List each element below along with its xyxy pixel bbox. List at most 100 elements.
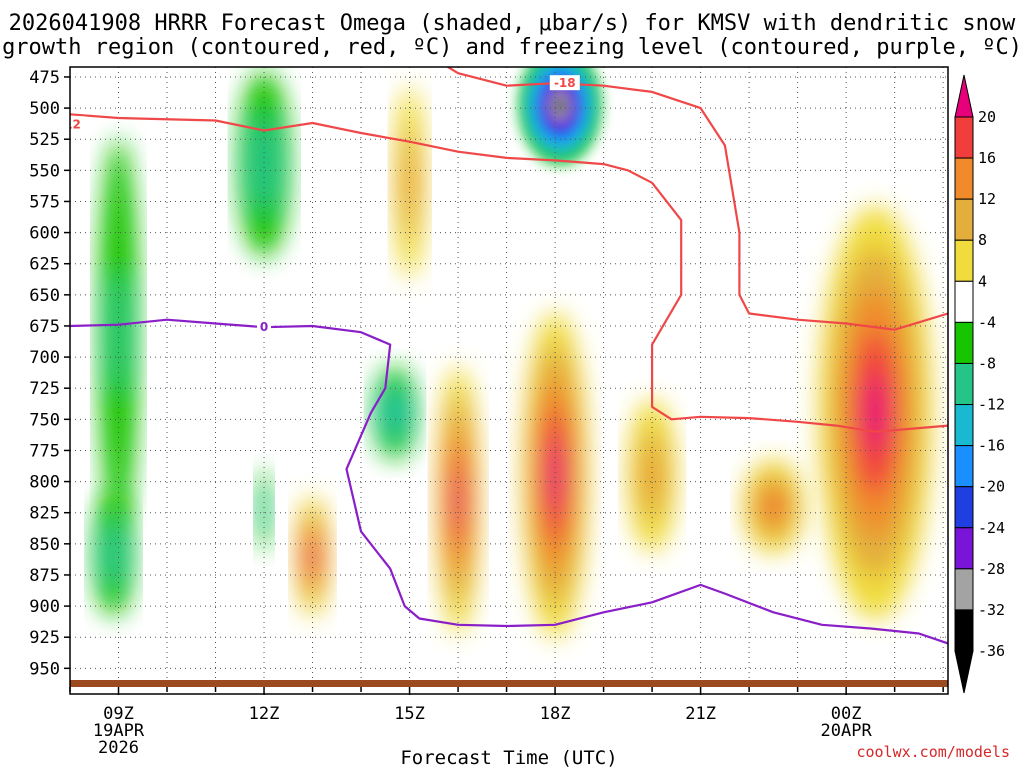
chart-title-line1: 2026041908 HRRR Forecast Omega (shaded, … xyxy=(9,11,1016,36)
y-tick-label-575: 575 xyxy=(29,192,60,212)
y-tick-label-500: 500 xyxy=(29,99,60,119)
y-tick-label-700: 700 xyxy=(29,348,60,368)
terrain-strip xyxy=(70,680,948,687)
omega-core-9 xyxy=(518,67,602,166)
colorbar-box-9 xyxy=(954,486,974,529)
colorbar-box-1 xyxy=(954,157,974,200)
contour-label-2: 0 xyxy=(260,320,268,334)
omega-level-sink-8 xyxy=(251,117,277,211)
colorbar-box-2 xyxy=(954,198,974,241)
colorbar-label-1: 16 xyxy=(978,149,996,167)
colorbar-box-5 xyxy=(954,321,974,364)
x-tick-label-21Z: 21Z xyxy=(685,704,716,724)
omega-level-sink-12 xyxy=(390,403,400,423)
x-tick-label-09Z: 09Z xyxy=(103,704,134,724)
omega-level-lift-12 xyxy=(647,459,658,491)
contour-1 xyxy=(445,67,948,331)
x-tick-label-15Z: 15Z xyxy=(394,704,425,724)
plot-area: -12 -18 0 xyxy=(59,67,948,687)
colorbar-box-6 xyxy=(954,362,974,406)
y-tick-label-925: 925 xyxy=(29,628,60,648)
x-tick-year-09Z: 2026 xyxy=(98,738,139,758)
grid-lines xyxy=(70,67,948,687)
colorbar-box-10 xyxy=(954,527,974,570)
colorbar-arrow-top xyxy=(954,74,974,118)
x-tick-label-18Z: 18Z xyxy=(540,704,571,724)
y-tick-label-750: 750 xyxy=(29,410,60,430)
contour-label-1: -18 xyxy=(554,76,576,90)
temperature-contours: -12 -18 0 xyxy=(59,67,948,645)
plot-frame xyxy=(69,66,949,695)
y-tick-label-775: 775 xyxy=(29,441,60,461)
omega-level-lift-16 xyxy=(768,498,779,515)
source-credit[interactable]: coolwx.com/models xyxy=(856,743,1010,761)
colorbar-box-11 xyxy=(954,568,974,611)
y-tick-label-675: 675 xyxy=(29,317,60,337)
omega-level-lift-20 xyxy=(864,373,887,453)
chart-title-line2: growth region (contoured, red, ºC) and f… xyxy=(2,35,1022,60)
y-tick-label-725: 725 xyxy=(29,379,60,399)
x-tick-date-00Z: 20APR xyxy=(821,721,873,741)
omega-core-6 xyxy=(436,366,480,635)
y-tick-label-950: 950 xyxy=(29,659,60,679)
y-tick-label-800: 800 xyxy=(29,473,60,493)
omega-level-lift-20 xyxy=(308,547,317,566)
omega-core-11 xyxy=(818,206,932,620)
omega-level-sink-32 xyxy=(555,98,565,113)
colorbar-box-4 xyxy=(954,280,974,323)
colorbar-label-12: -32 xyxy=(978,601,1005,619)
contour-label-bg-1 xyxy=(549,75,580,91)
colorbar-arrow-bottom xyxy=(954,650,974,694)
omega-core-12 xyxy=(627,398,677,553)
colorbar-label-7: -12 xyxy=(978,396,1005,414)
x-tick-label-00Z: 00Z xyxy=(831,704,862,724)
x-axis-title: Forecast Time (UTC) xyxy=(400,747,617,768)
y-tick-label-650: 650 xyxy=(29,286,60,306)
colorbar-box-0 xyxy=(954,116,974,159)
colorbar-label-10: -24 xyxy=(978,519,1005,537)
contour-2 xyxy=(70,318,948,645)
colorbar-label-13: -36 xyxy=(978,642,1005,660)
y-tick-label-850: 850 xyxy=(29,535,60,555)
colorbar: 20 16 12 8 4 -4 -8 -12 -16 -20 -24 -28 -32 -36 xyxy=(954,74,1005,694)
colorbar-label-4: 4 xyxy=(978,272,987,290)
colorbar-box-12 xyxy=(954,609,974,652)
colorbar-label-11: -28 xyxy=(978,560,1005,578)
y-tick-label-550: 550 xyxy=(29,161,60,181)
colorbar-label-8: -16 xyxy=(978,437,1005,455)
y-tick-label-475: 475 xyxy=(29,68,60,88)
x-tick-label-12Z: 12Z xyxy=(249,704,280,724)
colorbar-box-3 xyxy=(954,239,974,282)
y-tick-label-825: 825 xyxy=(29,504,60,524)
y-tick-label-875: 875 xyxy=(29,566,60,586)
colorbar-box-8 xyxy=(954,445,974,488)
contour-0 xyxy=(70,113,948,433)
colorbar-label-9: -20 xyxy=(978,478,1005,496)
colorbar-box-7 xyxy=(954,404,974,447)
omega-core-1 xyxy=(92,491,135,617)
omega-core-8 xyxy=(295,495,330,618)
omega-level-lift-20 xyxy=(547,437,563,514)
y-tick-label-900: 900 xyxy=(29,597,60,617)
omega-core-3 xyxy=(256,470,272,551)
colorbar-label-2: 12 xyxy=(978,190,996,208)
y-tick-label-600: 600 xyxy=(29,224,60,244)
omega-core-4 xyxy=(372,366,418,460)
y-axis: 475 500 525 550 575 600 625 650 675 700 725 750 775 8… xyxy=(29,68,70,679)
omega-core-7 xyxy=(522,311,589,639)
omega-core-10 xyxy=(742,459,805,554)
x-tick-date-09Z: 19APR xyxy=(93,721,145,741)
colorbar-label-0: 20 xyxy=(978,108,996,126)
contour-label-bg-2 xyxy=(257,319,272,335)
colorbar-label-6: -8 xyxy=(978,354,996,372)
omega-level-sink-8 xyxy=(260,490,269,530)
y-tick-label-625: 625 xyxy=(29,255,60,275)
contour-label-0: -12 xyxy=(59,117,81,131)
contour-label-bg-0 xyxy=(70,116,85,132)
colorbar-label-5: -4 xyxy=(978,313,996,331)
colorbar-label-3: 8 xyxy=(978,231,987,249)
omega-core-2 xyxy=(237,70,291,258)
y-tick-label-525: 525 xyxy=(29,130,60,150)
